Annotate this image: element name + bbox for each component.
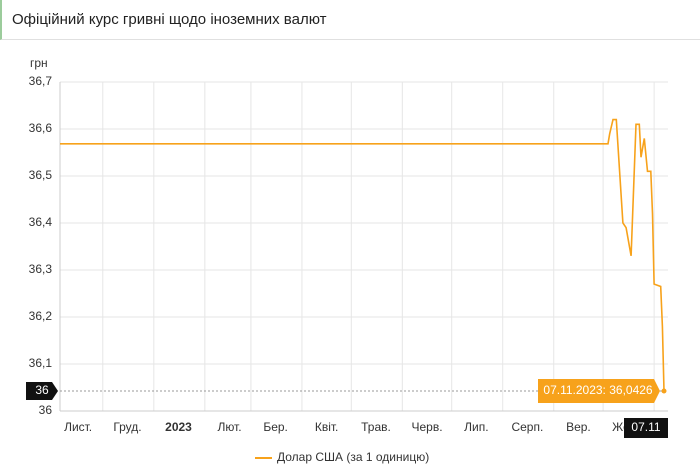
- x-tick-label: Лют.: [217, 420, 241, 434]
- y-tick-label: 36,2: [29, 309, 53, 323]
- x-tick-label: Квіт.: [315, 420, 339, 434]
- x-tick-label: Вер.: [566, 420, 591, 434]
- x-tick-label: Серп.: [511, 420, 543, 434]
- x-tick-label: 2023: [165, 420, 192, 434]
- x-badge: 07.11: [624, 418, 668, 438]
- y-tick-label: 36,7: [29, 74, 53, 88]
- y-badge-label: 36: [35, 383, 49, 397]
- x-badge-label: 07.11: [631, 420, 660, 434]
- y-badge-bg: [26, 381, 58, 400]
- y-tick-label: 36,4: [29, 215, 53, 229]
- x-badge-bg: [624, 418, 668, 438]
- x-tick-label: Трав.: [361, 420, 391, 434]
- y-tick-label: 36,5: [29, 168, 53, 182]
- x-tick-label: Лист.: [64, 420, 92, 434]
- tooltip-bg: [538, 378, 660, 403]
- tooltip-label: 07.11.2023: 36,0426: [543, 383, 653, 397]
- tooltip: 07.11.2023: 36,0426: [538, 378, 660, 403]
- x-tick-label: Бер.: [263, 420, 288, 434]
- x-tick-label: Лип.: [464, 420, 488, 434]
- x-tick-label: Груд.: [113, 420, 141, 434]
- y-tick-label: 36,6: [29, 121, 53, 135]
- x-tick-label: Черв.: [411, 420, 442, 434]
- y-tick-label: 36,3: [29, 262, 53, 276]
- legend-label: Долар США (за 1 одиницю): [277, 450, 429, 464]
- line: [60, 118, 665, 392]
- header: Офіційний курс гривні щодо іноземних вал…: [0, 0, 700, 40]
- chart: грн 36 36,1 36,2 36,3 36,4 36,5 36,6 36,7 Лист. Гр…: [26, 56, 668, 464]
- y-badge: 36: [26, 381, 58, 400]
- y-tick-label: 36: [39, 403, 53, 417]
- title: Офіційний курс гривні щодо іноземних вал…: [12, 11, 327, 28]
- point: [661, 388, 667, 394]
- y-tick-label: 36,1: [29, 356, 53, 370]
- legend: Долар США (за 1 одиницю): [255, 450, 429, 464]
- y-axis-label: грн: [30, 56, 48, 70]
